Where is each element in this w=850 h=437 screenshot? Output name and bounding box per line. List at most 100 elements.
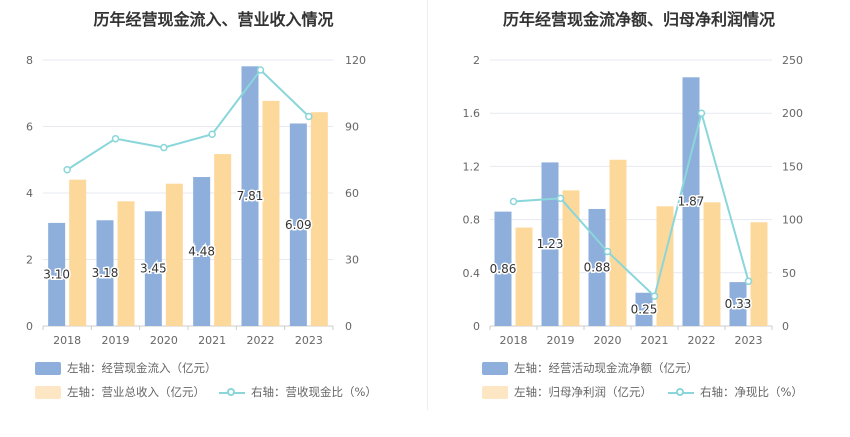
y-left-tick-label: 2: [26, 254, 33, 267]
y-right-tick-label: 50: [782, 267, 796, 280]
bar-series-1: [494, 211, 512, 326]
x-tick-label: 2022: [247, 334, 275, 347]
legend-label: 左轴：经营活动现金流净额（亿元）: [514, 361, 698, 375]
bar-series-2: [165, 183, 183, 326]
ratio-point: [509, 197, 518, 206]
ratio-line: [513, 109, 750, 299]
y-left-tick-label: 4: [26, 187, 33, 200]
x-tick-label: 2019: [102, 334, 130, 347]
y-right-tick-label: 90: [345, 121, 359, 134]
x-tick-label: 2021: [198, 334, 226, 347]
y-right-tick-label: 100: [782, 214, 803, 227]
ratio-point: [556, 194, 565, 203]
bar-series-1: [193, 177, 211, 326]
bar-series-2: [703, 202, 721, 326]
y-left-tick-label: 8: [26, 54, 33, 67]
chart-right-panel: 历年经营现金流净额、归母净利润情况 0 0 0.4 50 0.8 100 1.2 150 1.6…: [428, 0, 850, 437]
bar-data-label: 1.87: [678, 195, 705, 209]
bar-series-2: [214, 154, 232, 326]
bar-data-label: 3.10: [43, 267, 70, 281]
bar-series-2: [515, 227, 533, 326]
y-left-tick-label: 6: [26, 121, 33, 134]
bar-data-label: 1.23: [537, 237, 564, 251]
legend-swatch-orange: [35, 385, 61, 399]
bar-series-2: [69, 179, 87, 326]
bar-data-label: 0.25: [631, 302, 658, 316]
ratio-point: [63, 165, 71, 174]
bar-series-1: [96, 220, 114, 326]
x-tick-label: 2019: [547, 334, 575, 347]
y-right-tick-label: 150: [782, 160, 803, 173]
chart-left-legend: 左轴：经营现金流入（亿元） 左轴：营业总收入（亿元） 右轴：营收现金比（%）: [35, 360, 377, 400]
x-tick-label: 2018: [53, 334, 81, 347]
panel-divider: [427, 0, 428, 410]
y-left-tick-label: 1.2: [463, 160, 481, 173]
legend-label: 左轴：营业总收入（亿元）: [67, 385, 205, 399]
x-tick-label: 2020: [150, 334, 178, 347]
y-right-tick-label: 200: [782, 107, 803, 120]
y-left-tick-label: 0: [473, 320, 480, 333]
y-left-tick-label: 1.6: [463, 107, 481, 120]
legend-item-net-profit[interactable]: 左轴：归母净利润（亿元）: [482, 384, 652, 400]
ratio-point: [208, 130, 216, 139]
bar-series-2: [609, 159, 627, 326]
y-left-tick-label: 0: [26, 320, 33, 333]
bar-data-label: 0.88: [584, 260, 611, 274]
bar-series-1: [541, 162, 559, 326]
ratio-point: [111, 134, 120, 143]
bar-series-2: [750, 222, 768, 326]
bar-series-2: [262, 100, 280, 327]
ratio-point: [697, 109, 706, 117]
bar-series-1: [144, 211, 162, 326]
ratio-point: [256, 66, 265, 74]
legend-label: 右轴：营收现金比（%）: [251, 385, 377, 399]
bar-data-label: 6.09: [285, 218, 312, 232]
chart-left-title: 历年经营现金流入、营业收入情况: [93, 10, 334, 29]
chart-right-svg: 0 0 0.4 50 0.8 100 1.2 150 1.6 200 2 250 2018 2019 202…: [463, 54, 804, 347]
bar-series-2: [310, 112, 328, 326]
y-right-tick-label: 120: [345, 54, 366, 67]
y-left-tick-label: 0.4: [463, 267, 481, 280]
bar-series-1: [635, 292, 653, 326]
y-left-tick-label: 0.8: [463, 214, 481, 227]
bar-series-1: [289, 123, 307, 326]
legend-item-cash-inflow[interactable]: 左轴：经营现金流入（亿元）: [35, 360, 217, 376]
bar-series-1: [48, 222, 66, 326]
bar-series-1: [729, 282, 747, 326]
bar-series-1: [588, 208, 606, 326]
x-tick-label: 2023: [735, 334, 763, 347]
bar-data-label: 4.48: [188, 245, 215, 259]
legend-label: 左轴：经营现金流入（亿元）: [67, 361, 217, 375]
bar-data-label: 0.86: [490, 262, 517, 276]
chart-right-legend: 左轴：经营活动现金流净额（亿元） 左轴：归母净利润（亿元） 右轴：净现比（%）: [428, 0, 850, 437]
chart-left-panel: 历年经营现金流入、营业收入情况 0 0 2 30 4 60 6 90 8 120 2018 2019 2…: [26, 10, 377, 400]
chart-right-title: 历年经营现金流净额、归母净利润情况: [502, 10, 775, 29]
bar-data-label: 3.18: [92, 266, 119, 280]
legend-swatch-blue: [482, 361, 508, 375]
ratio-point: [305, 112, 313, 121]
legend-item-revenue[interactable]: 左轴：营业总收入（亿元）: [35, 384, 205, 400]
legend-label: 左轴：归母净利润（亿元）: [514, 385, 652, 399]
x-tick-label: 2018: [500, 334, 528, 347]
x-tick-label: 2020: [594, 334, 622, 347]
legend-item-ratio[interactable]: 右轴：营收现金比（%）: [219, 384, 377, 400]
bar-data-label: 0.33: [725, 297, 752, 311]
bar-series-2: [562, 190, 580, 326]
y-right-tick-label: 0: [345, 320, 352, 333]
y-right-tick-label: 30: [345, 254, 359, 267]
legend-item-net-cash[interactable]: 左轴：经营活动现金流净额（亿元）: [482, 360, 698, 376]
y-right-tick-label: 60: [345, 187, 359, 200]
ratio-point: [603, 247, 612, 256]
x-tick-label: 2023: [295, 334, 323, 347]
legend-item-net-ratio[interactable]: 右轴：净现比（%）: [668, 384, 803, 400]
bar-data-label: 7.81: [237, 189, 264, 203]
legend-swatch-blue: [35, 361, 61, 375]
chart-left-svg: 0 0 2 30 4 60 6 90 8 120 2018 2019 2020 2021 2022 2023 3…: [26, 54, 366, 347]
legend-label: 右轴：净现比（%）: [700, 385, 803, 399]
legend-swatch-orange: [482, 385, 508, 399]
bar-data-label: 3.45: [140, 262, 167, 276]
y-right-tick-label: 0: [782, 320, 789, 333]
ratio-point: [744, 277, 753, 286]
x-tick-label: 2022: [688, 334, 716, 347]
legend-swatch-line: [668, 386, 694, 399]
